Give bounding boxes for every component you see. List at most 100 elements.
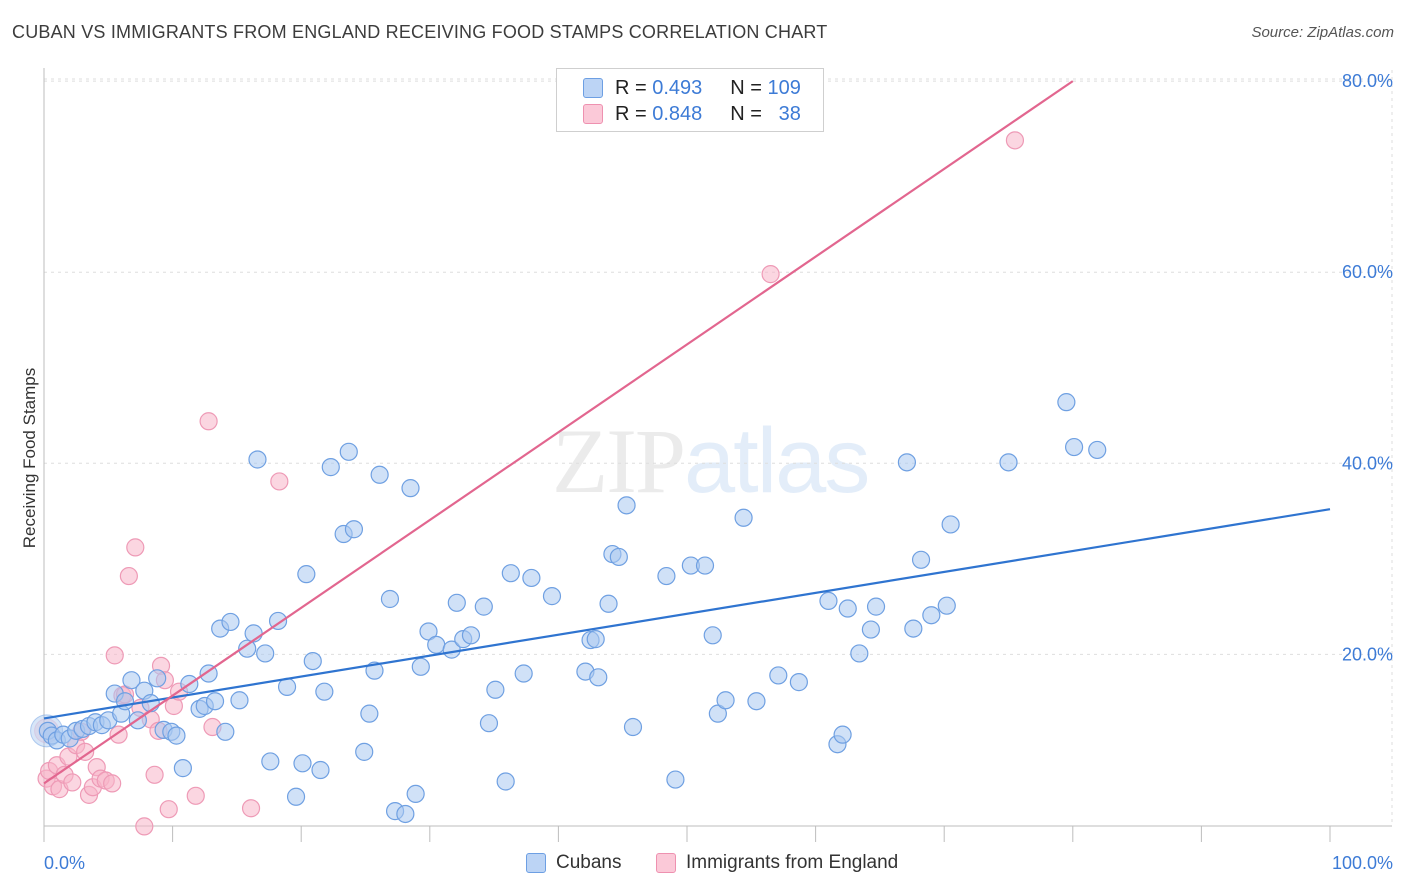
cubans-point-40 xyxy=(293,754,312,773)
cubans-point-92 xyxy=(789,673,808,692)
england-point-22 xyxy=(126,538,145,557)
blue-n-value: 109 xyxy=(767,76,801,99)
watermark: ZIPatlas xyxy=(552,408,870,514)
blue-n-label: N = xyxy=(730,76,762,99)
cubans-point-99 xyxy=(866,597,886,616)
y-tick-label-1: 40.0% xyxy=(1342,453,1393,473)
pink-r-value: 0.848 xyxy=(652,102,703,125)
england-point-16 xyxy=(103,774,122,793)
blue-r-value: 0.493 xyxy=(652,76,703,99)
cubans-point-68 xyxy=(496,772,515,791)
cubans-point-47 xyxy=(339,442,358,461)
england-point-38 xyxy=(761,265,780,284)
england-point-30 xyxy=(159,800,178,819)
cubans-point-79 xyxy=(609,547,628,567)
axes xyxy=(43,68,1392,842)
cubans-point-14 xyxy=(122,671,141,690)
cubans-point-67 xyxy=(486,680,505,699)
cubans-point-97 xyxy=(850,644,869,663)
cubans-point-39 xyxy=(286,787,306,806)
cubans-point-82 xyxy=(657,566,676,586)
cubans-point-91 xyxy=(769,666,788,685)
england-swatch xyxy=(656,853,676,873)
england-point-33 xyxy=(186,786,205,805)
watermark-atlas: atlas xyxy=(684,410,870,512)
cubans-point-81 xyxy=(623,717,643,737)
legend-item-england: Immigrants from England xyxy=(656,852,898,874)
cubans-point-29 xyxy=(216,722,235,741)
cubans-point-71 xyxy=(522,568,541,588)
england-point-10 xyxy=(76,742,95,761)
cubans-point-48 xyxy=(344,520,364,539)
x-tick-label-1: 100.0% xyxy=(1332,853,1393,873)
cubans-point-85 xyxy=(695,556,715,575)
x-tick-label-0: 0.0% xyxy=(44,853,85,873)
cubans-point-35 xyxy=(256,644,275,663)
cubans-point-64 xyxy=(461,626,481,645)
trendlines xyxy=(43,80,1331,785)
cubans-point-45 xyxy=(321,458,340,477)
england-point-21 xyxy=(119,566,138,586)
cubans-point-76 xyxy=(589,668,608,687)
chart-title: CUBAN VS IMMIGRANTS FROM ENGLAND RECEIVI… xyxy=(12,22,828,42)
y-tick-label-3: 80.0% xyxy=(1342,71,1393,91)
cubans-point-66 xyxy=(479,714,499,733)
cubans-point-60 xyxy=(427,635,446,654)
cubans-point-87 xyxy=(708,704,727,723)
england-point-7 xyxy=(63,773,82,792)
cubans-point-95 xyxy=(833,725,852,744)
blue-points xyxy=(30,393,1107,824)
cubans-point-96 xyxy=(838,599,857,618)
cubans-point-104 xyxy=(937,596,956,615)
cubans-point-34 xyxy=(248,450,267,469)
cubans-point-75 xyxy=(586,630,605,649)
cubans-point-57 xyxy=(406,784,425,804)
england-point-39 xyxy=(1005,131,1025,150)
blue-swatch xyxy=(583,78,603,98)
y-tick-label-2: 60.0% xyxy=(1342,262,1393,282)
cubans-point-72 xyxy=(542,587,562,606)
cubans-point-90 xyxy=(747,692,766,711)
cubans-point-36 xyxy=(261,752,280,771)
england-point-34 xyxy=(199,412,218,431)
cubans-point-32 xyxy=(238,639,257,658)
cubans-point-109 xyxy=(1088,440,1107,460)
cubans-point-59 xyxy=(419,622,438,641)
cubans-point-100 xyxy=(897,453,917,472)
cubans-point-80 xyxy=(617,496,636,515)
england-label: Immigrants from England xyxy=(686,852,899,873)
cubans-point-93 xyxy=(819,591,838,610)
stats-row-blue: R = 0.493 N = 109 xyxy=(583,76,801,100)
stats-row-pink: R = 0.848 N = 38 xyxy=(583,102,801,126)
cubans-point-31 xyxy=(230,691,249,710)
cubans-point-18 xyxy=(148,669,167,688)
cubans-trendline xyxy=(43,508,1331,720)
cubans-point-83 xyxy=(666,770,685,789)
cubans-point-106 xyxy=(999,453,1018,472)
cubans-point-89 xyxy=(734,508,753,527)
pink-n-value: 38 xyxy=(778,102,801,125)
cubans-point-27 xyxy=(205,692,225,711)
cubans-point-52 xyxy=(370,465,389,484)
cubans-point-53 xyxy=(380,589,400,609)
cubans-point-41 xyxy=(297,565,316,584)
cubans-point-98 xyxy=(861,620,880,639)
watermark-zip: ZIP xyxy=(552,410,686,512)
cubans-point-70 xyxy=(514,664,533,683)
pink-n-label: N = xyxy=(730,102,762,125)
cubans-label: Cubans xyxy=(556,852,622,873)
cubans-point-42 xyxy=(303,651,322,671)
england-point-36 xyxy=(241,799,261,818)
legend-item-cubans: Cubans xyxy=(526,852,622,874)
pink-points xyxy=(34,131,1025,836)
cubans-swatch xyxy=(526,853,546,873)
cubans-point-44 xyxy=(315,682,334,701)
blue-r-label: R = xyxy=(615,76,647,99)
cubans-point-62 xyxy=(447,593,466,612)
england-point-17 xyxy=(105,646,124,665)
cubans-point-102 xyxy=(911,550,931,569)
cubans-point-107 xyxy=(1057,393,1076,412)
source-credit: Source: ZipAtlas.com xyxy=(1251,24,1394,41)
cubans-point-43 xyxy=(311,760,330,780)
